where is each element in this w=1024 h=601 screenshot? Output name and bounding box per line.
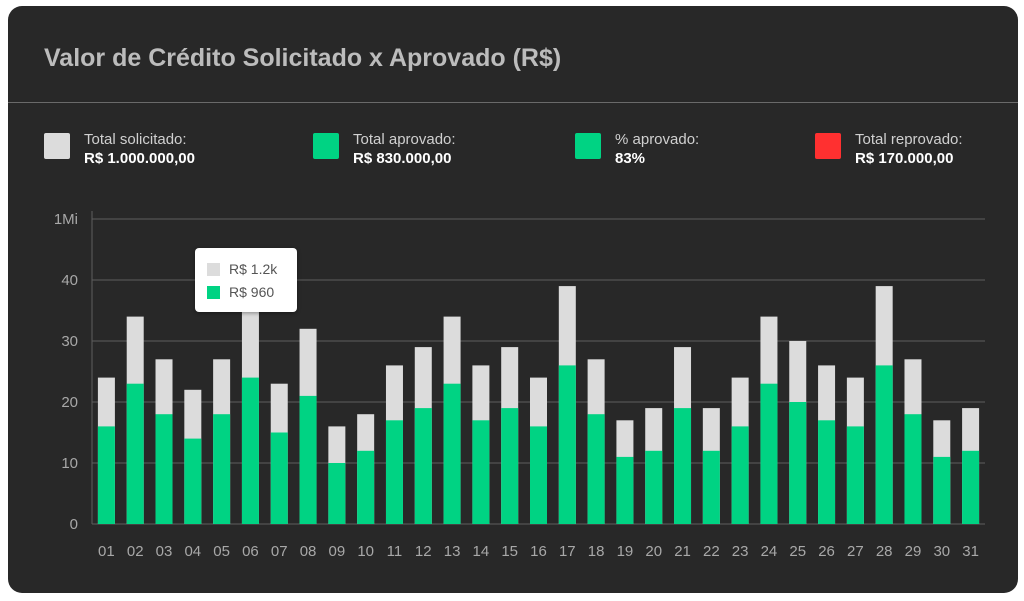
bar-approved[interactable]	[299, 395, 317, 524]
legend-total-rejected: Total reprovado: R$ 170.000,00	[815, 130, 963, 169]
bar-approved[interactable]	[818, 420, 836, 524]
x-tick-label: 08	[300, 543, 317, 560]
bar-approved[interactable]	[558, 365, 576, 524]
bar-approved[interactable]	[357, 450, 375, 524]
bar-approved[interactable]	[97, 426, 115, 524]
x-tick-label: 17	[559, 543, 576, 560]
bar-tooltip: R$ 1.2k R$ 960	[195, 248, 297, 312]
bar-approved[interactable]	[328, 463, 346, 524]
x-tick-label: 21	[674, 543, 691, 560]
x-tick-label: 16	[530, 543, 547, 560]
bars	[97, 286, 980, 525]
x-tick-label: 15	[501, 543, 518, 560]
x-tick-label: 25	[789, 543, 806, 560]
bar-approved[interactable]	[385, 420, 403, 524]
bar-approved[interactable]	[270, 432, 288, 525]
bar-approved[interactable]	[933, 456, 951, 524]
legend-label: Total reprovado:	[855, 131, 963, 148]
header-divider	[8, 102, 1018, 103]
legend-value: 83%	[615, 150, 646, 167]
tooltip-swatch-requested	[207, 262, 220, 276]
x-tick-label: 12	[415, 543, 432, 560]
bar-approved[interactable]	[702, 450, 720, 524]
x-tick-label: 31	[962, 543, 979, 560]
legend-swatch-percent	[575, 133, 601, 159]
bar-approved[interactable]	[155, 414, 173, 524]
x-axis: 01 02 03 04 05 06 07 08 09 10 11 12 13 14 15 16 17 18 19 20…	[98, 543, 979, 560]
x-tick-label: 28	[876, 543, 893, 560]
y-tick-label: 1Mi	[54, 211, 78, 228]
x-tick-label: 23	[732, 543, 749, 560]
x-tick-label: 13	[444, 543, 461, 560]
x-tick-label: 10	[357, 543, 374, 560]
x-tick-label: 27	[847, 543, 864, 560]
x-tick-label: 06	[242, 543, 259, 560]
x-tick-label: 11	[387, 543, 403, 560]
bar-approved[interactable]	[674, 408, 692, 524]
legend-percent-approved: % aprovado: 83%	[575, 130, 699, 169]
y-tick-label: 0	[70, 516, 78, 533]
bar-approved[interactable]	[846, 426, 864, 524]
bar-approved[interactable]	[472, 420, 490, 524]
y-tick-label: 30	[61, 333, 78, 350]
bar-approved[interactable]	[731, 426, 749, 524]
x-tick-label: 09	[329, 543, 346, 560]
legend-swatch-rejected	[815, 133, 841, 159]
bar-approved[interactable]	[184, 438, 202, 524]
x-tick-label: 22	[703, 543, 720, 560]
bar-approved[interactable]	[126, 383, 144, 524]
legend-total-requested: Total solicitado: R$ 1.000.000,00	[44, 130, 195, 169]
y-tick-label: 10	[61, 455, 78, 472]
legend-swatch-approved	[313, 133, 339, 159]
x-tick-label: 26	[818, 543, 835, 560]
bar-approved[interactable]	[616, 456, 634, 524]
x-tick-label: 01	[98, 543, 115, 560]
y-tick-label: 20	[61, 394, 78, 411]
y-tick-label: 40	[61, 272, 78, 289]
bar-approved[interactable]	[213, 414, 231, 524]
bar-approved[interactable]	[789, 402, 807, 524]
legend-value: R$ 830.000,00	[353, 150, 452, 167]
tooltip-swatch-approved	[207, 285, 220, 299]
legend-value: R$ 1.000.000,00	[84, 150, 195, 167]
bar-approved[interactable]	[414, 408, 432, 524]
x-tick-label: 29	[905, 543, 922, 560]
bar-approved[interactable]	[443, 383, 461, 524]
x-tick-label: 03	[156, 543, 173, 560]
x-tick-label: 18	[588, 543, 605, 560]
x-tick-label: 05	[213, 543, 230, 560]
bar-approved[interactable]	[875, 365, 893, 524]
legend-label: % aprovado:	[615, 131, 700, 148]
legend-value: R$ 170.000,00	[855, 150, 954, 167]
x-tick-label: 14	[473, 543, 490, 560]
bar-approved[interactable]	[241, 377, 259, 524]
bar-approved[interactable]	[760, 383, 778, 524]
legend-label: Total aprovado:	[353, 131, 456, 148]
chart-title: Valor de Crédito Solicitado x Aprovado (…	[44, 44, 562, 72]
bar-approved[interactable]	[645, 450, 663, 524]
x-tick-label: 24	[761, 543, 778, 560]
tooltip-requested-value: R$ 1.2k	[229, 261, 278, 277]
bar-approved[interactable]	[587, 414, 605, 524]
x-tick-label: 30	[933, 543, 950, 560]
bar-approved[interactable]	[904, 414, 922, 524]
tooltip-approved-value: R$ 960	[229, 284, 275, 300]
x-tick-label: 02	[127, 543, 144, 560]
legend-swatch-requested	[44, 133, 70, 159]
x-tick-label: 07	[271, 543, 288, 560]
x-tick-label: 04	[184, 543, 201, 560]
legend-total-approved: Total aprovado: R$ 830.000,00	[313, 130, 456, 169]
y-axis: 0 10 20 30 40 1Mi	[54, 211, 78, 533]
tooltip-approved-row: R$ 960	[207, 284, 274, 300]
bar-approved[interactable]	[962, 450, 980, 524]
x-tick-label: 20	[645, 543, 662, 560]
bar-approved[interactable]	[530, 426, 547, 524]
tooltip-requested-row: R$ 1.2k	[207, 261, 277, 277]
x-tick-label: 19	[617, 543, 634, 560]
legend-label: Total solicitado:	[84, 131, 187, 148]
bar-approved[interactable]	[501, 408, 519, 524]
